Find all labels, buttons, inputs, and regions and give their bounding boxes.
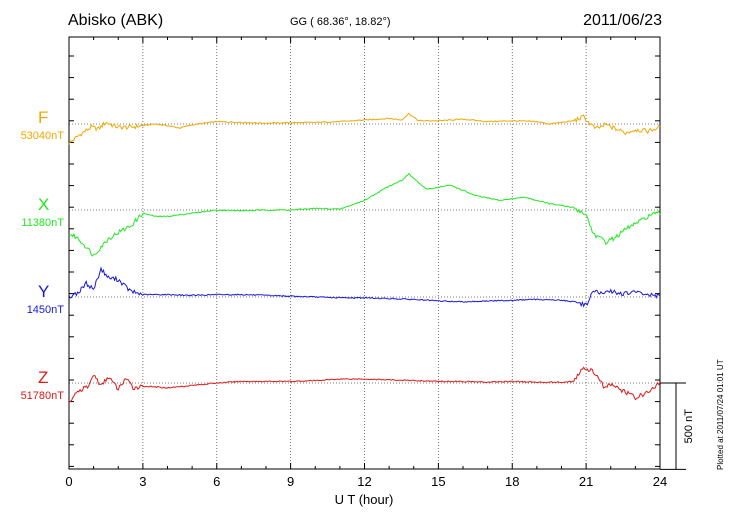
channel-x-letter: X <box>38 195 50 214</box>
series-line-y <box>68 266 661 308</box>
x-tick-label: 24 <box>653 474 667 489</box>
station-title: Abisko (ABK) <box>68 12 164 29</box>
geographic-coords: GG ( 68.36°, 18.82°) <box>290 16 391 28</box>
x-tick-label: 9 <box>287 474 294 489</box>
series-lines <box>68 112 661 403</box>
channel-z-letter: Z <box>38 368 49 387</box>
x-axis-label: U T (hour) <box>335 492 394 507</box>
grid-lines <box>69 37 660 469</box>
channel-x-baseline: 11380nT <box>21 217 64 229</box>
x-tick-label: 21 <box>579 474 593 489</box>
series-line-x <box>69 172 661 257</box>
channel-y-letter: Y <box>38 282 50 301</box>
scale-bar-label: 500 nT <box>683 409 695 444</box>
x-tick-label: 12 <box>357 474 371 489</box>
channel-y-baseline: 1450nT <box>26 304 64 316</box>
x-tick-label: 3 <box>139 474 146 489</box>
date-label: 2011/06/23 <box>583 12 662 29</box>
left-minor-ticks <box>69 55 660 467</box>
series-line-f <box>68 112 661 145</box>
x-axis-ticks: 0 3 6 9 12 15 18 21 24 <box>65 37 667 489</box>
x-tick-label: 18 <box>505 474 519 489</box>
channel-f-baseline: 53040nT <box>20 130 64 142</box>
x-tick-label: 0 <box>65 474 72 489</box>
series-line-z <box>68 366 661 403</box>
x-tick-label: 6 <box>213 474 220 489</box>
channel-z-baseline: 51780nT <box>20 390 64 402</box>
scale-bar: 500 nT <box>660 382 695 470</box>
x-tick-label: 15 <box>431 474 445 489</box>
channel-f-letter: F <box>38 108 49 127</box>
